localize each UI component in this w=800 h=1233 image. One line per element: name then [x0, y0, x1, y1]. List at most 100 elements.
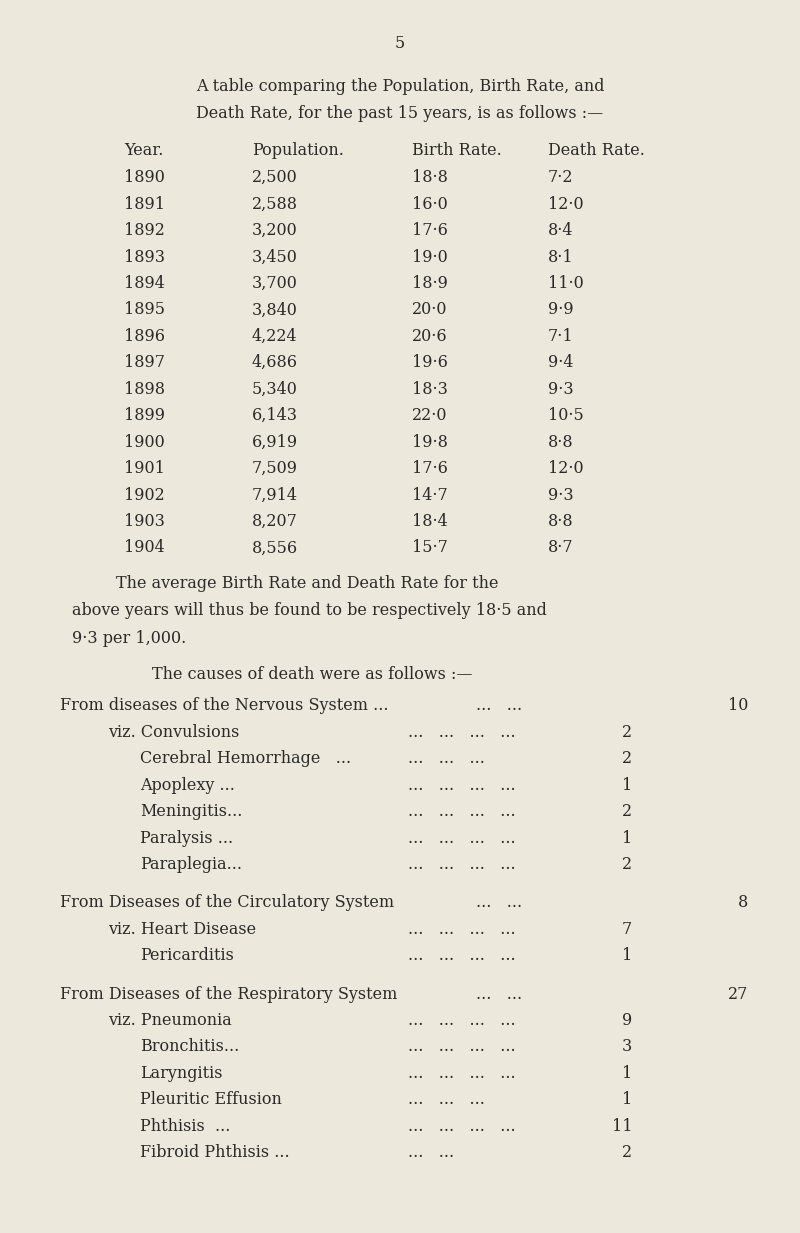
Text: ...   ...   ...   ...: ... ... ... ... [408, 830, 516, 847]
Text: Population.: Population. [252, 142, 344, 159]
Text: 1894: 1894 [124, 275, 165, 292]
Text: 9·3 per 1,000.: 9·3 per 1,000. [72, 630, 186, 647]
Text: 11·0: 11·0 [548, 275, 584, 292]
Text: Cerebral Hemorrhage   ...: Cerebral Hemorrhage ... [140, 750, 351, 767]
Text: 2: 2 [622, 803, 632, 820]
Text: 17·6: 17·6 [412, 222, 448, 239]
Text: 3,700: 3,700 [252, 275, 298, 292]
Text: 5,340: 5,340 [252, 381, 298, 398]
Text: 1: 1 [622, 947, 632, 964]
Text: A table comparing the Population, Birth Rate, and: A table comparing the Population, Birth … [196, 78, 604, 95]
Text: 8,207: 8,207 [252, 513, 298, 530]
Text: Meningitis...: Meningitis... [140, 803, 242, 820]
Text: 1901: 1901 [124, 460, 165, 477]
Text: 1890: 1890 [124, 169, 165, 186]
Text: 8·7: 8·7 [548, 539, 574, 556]
Text: 1897: 1897 [124, 354, 165, 371]
Text: viz. Pneumonia: viz. Pneumonia [108, 1012, 232, 1030]
Text: ...   ...   ...   ...: ... ... ... ... [408, 777, 516, 794]
Text: 11: 11 [611, 1118, 632, 1134]
Text: 12·0: 12·0 [548, 460, 584, 477]
Text: 18·8: 18·8 [412, 169, 448, 186]
Text: ...   ...   ...   ...: ... ... ... ... [408, 724, 516, 741]
Text: Death Rate, for the past 15 years, is as follows :—: Death Rate, for the past 15 years, is as… [196, 106, 604, 122]
Text: ...   ...   ...   ...: ... ... ... ... [408, 856, 516, 873]
Text: Paraplegia...: Paraplegia... [140, 856, 242, 873]
Text: 1902: 1902 [124, 487, 165, 503]
Text: 1: 1 [622, 1091, 632, 1108]
Text: The average Birth Rate and Death Rate for the: The average Birth Rate and Death Rate fo… [116, 575, 498, 592]
Text: 18·3: 18·3 [412, 381, 448, 398]
Text: ...   ...   ...   ...: ... ... ... ... [408, 1065, 516, 1081]
Text: 8·8: 8·8 [548, 434, 574, 450]
Text: 1892: 1892 [124, 222, 165, 239]
Text: 9: 9 [622, 1012, 632, 1030]
Text: 3,840: 3,840 [252, 301, 298, 318]
Text: 22·0: 22·0 [412, 407, 447, 424]
Text: ...   ...: ... ... [408, 1144, 454, 1161]
Text: 3: 3 [622, 1038, 632, 1055]
Text: ...   ...   ...: ... ... ... [408, 750, 485, 767]
Text: Paralysis ...: Paralysis ... [140, 830, 233, 847]
Text: 2: 2 [622, 724, 632, 741]
Text: 9·3: 9·3 [548, 381, 574, 398]
Text: 27: 27 [728, 985, 748, 1002]
Text: 1896: 1896 [124, 328, 165, 345]
Text: above years will thus be found to be respectively 18·5 and: above years will thus be found to be res… [72, 603, 547, 619]
Text: 4,686: 4,686 [252, 354, 298, 371]
Text: 17·6: 17·6 [412, 460, 448, 477]
Text: ...   ...   ...   ...: ... ... ... ... [408, 1038, 516, 1055]
Text: ...   ...   ...   ...: ... ... ... ... [408, 921, 516, 938]
Text: 8·4: 8·4 [548, 222, 574, 239]
Text: Laryngitis: Laryngitis [140, 1065, 222, 1081]
Text: 1898: 1898 [124, 381, 165, 398]
Text: 6,919: 6,919 [252, 434, 298, 450]
Text: 1895: 1895 [124, 301, 165, 318]
Text: ...   ...   ...   ...: ... ... ... ... [408, 947, 516, 964]
Text: 6,143: 6,143 [252, 407, 298, 424]
Text: 7·2: 7·2 [548, 169, 574, 186]
Text: 1: 1 [622, 777, 632, 794]
Text: Death Rate.: Death Rate. [548, 142, 645, 159]
Text: 1899: 1899 [124, 407, 165, 424]
Text: 10·5: 10·5 [548, 407, 584, 424]
Text: 15·7: 15·7 [412, 539, 448, 556]
Text: 9·3: 9·3 [548, 487, 574, 503]
Text: 1893: 1893 [124, 249, 165, 265]
Text: 19·0: 19·0 [412, 249, 448, 265]
Text: 1900: 1900 [124, 434, 165, 450]
Text: 4,224: 4,224 [252, 328, 298, 345]
Text: 14·7: 14·7 [412, 487, 448, 503]
Text: From diseases of the Nervous System ...: From diseases of the Nervous System ... [60, 698, 389, 714]
Text: 7,509: 7,509 [252, 460, 298, 477]
Text: ...   ...   ...   ...: ... ... ... ... [408, 803, 516, 820]
Text: 19·8: 19·8 [412, 434, 448, 450]
Text: 3,200: 3,200 [252, 222, 298, 239]
Text: 5: 5 [395, 35, 405, 52]
Text: 8: 8 [738, 894, 748, 911]
Text: 1891: 1891 [124, 196, 165, 212]
Text: ...   ...: ... ... [476, 894, 522, 911]
Text: 18·9: 18·9 [412, 275, 448, 292]
Text: 1: 1 [622, 1065, 632, 1081]
Text: 7: 7 [622, 921, 632, 938]
Text: Pericarditis: Pericarditis [140, 947, 234, 964]
Text: ...   ...   ...   ...: ... ... ... ... [408, 1012, 516, 1030]
Text: 19·6: 19·6 [412, 354, 448, 371]
Text: ...   ...   ...   ...: ... ... ... ... [408, 1118, 516, 1134]
Text: Year.: Year. [124, 142, 163, 159]
Text: Apoplexy ...: Apoplexy ... [140, 777, 235, 794]
Text: 10: 10 [728, 698, 748, 714]
Text: viz. Heart Disease: viz. Heart Disease [108, 921, 256, 938]
Text: Bronchitis...: Bronchitis... [140, 1038, 239, 1055]
Text: From Diseases of the Circulatory System: From Diseases of the Circulatory System [60, 894, 394, 911]
Text: 1: 1 [622, 830, 632, 847]
Text: From Diseases of the Respiratory System: From Diseases of the Respiratory System [60, 985, 398, 1002]
Text: 20·6: 20·6 [412, 328, 448, 345]
Text: 2,588: 2,588 [252, 196, 298, 212]
Text: 3,450: 3,450 [252, 249, 298, 265]
Text: 1904: 1904 [124, 539, 165, 556]
Text: 1903: 1903 [124, 513, 165, 530]
Text: 8·8: 8·8 [548, 513, 574, 530]
Text: 8,556: 8,556 [252, 539, 298, 556]
